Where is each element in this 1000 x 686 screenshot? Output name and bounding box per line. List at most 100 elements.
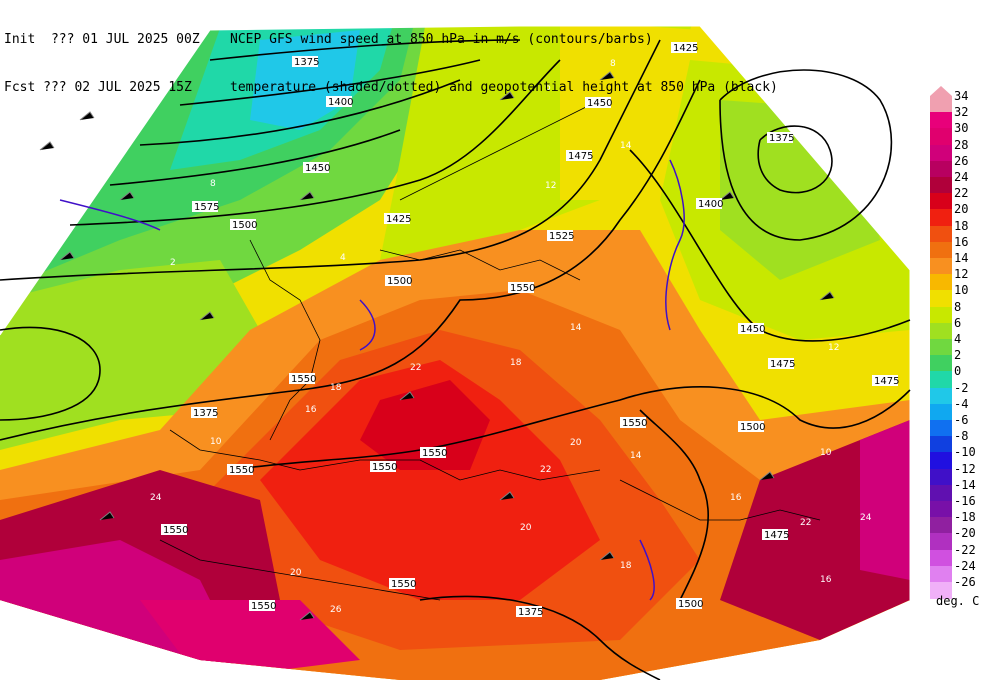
height-label: 1550 — [249, 600, 276, 612]
wind-barbs — [39, 71, 835, 621]
colorbar-swatch — [930, 339, 952, 356]
height-label: 1475 — [762, 529, 789, 541]
colorbar-label: 30 — [954, 121, 969, 136]
svg-text:1500: 1500 — [387, 276, 412, 287]
temp-label: 16 — [305, 405, 317, 415]
height-label: 1550 — [227, 464, 254, 476]
svg-text:1550: 1550 — [391, 579, 416, 590]
colorbar-swatch — [930, 306, 952, 324]
colorbar-label: -16 — [954, 494, 976, 508]
height-label: 1400 — [696, 198, 723, 210]
svg-text:1475: 1475 — [770, 359, 795, 370]
height-label: 1525 — [547, 230, 574, 242]
svg-text:1475: 1475 — [874, 376, 899, 387]
colorbar-swatch — [930, 436, 952, 453]
colorbar-arrow-top — [930, 86, 952, 96]
colorbar-label: 0 — [954, 364, 962, 379]
temp-label: 20 — [570, 438, 582, 448]
temp-label: 22 — [800, 518, 811, 528]
height-label: 1500 — [385, 275, 412, 287]
colorbar-swatch — [930, 468, 952, 486]
colorbar-swatch — [930, 403, 952, 421]
svg-text:1525: 1525 — [549, 231, 574, 242]
height-label: 1550 — [389, 578, 416, 590]
svg-text:1475: 1475 — [568, 151, 593, 162]
svg-text:1450: 1450 — [305, 163, 330, 174]
height-label: 1375 — [767, 132, 794, 144]
colorbar-label: 4 — [954, 332, 962, 346]
height-label: 1400 — [326, 96, 353, 108]
svg-text:1500: 1500 — [740, 422, 765, 433]
height-label: 1500 — [676, 598, 703, 610]
temp-label: 14 — [630, 451, 642, 461]
colorbar-label: 10 — [954, 283, 969, 298]
colorbar-swatch — [930, 387, 952, 405]
temp-label: 26 — [330, 605, 342, 615]
svg-text:1375: 1375 — [518, 607, 543, 618]
temp-label: 8 — [210, 179, 216, 189]
height-label: 1450 — [738, 323, 765, 335]
legend-units: deg. C — [936, 594, 980, 608]
colorbar-swatch — [930, 355, 952, 372]
colorbar-swatch — [930, 484, 952, 502]
colorbar-label: 8 — [954, 299, 962, 314]
colorbar-label: 2 — [954, 348, 962, 363]
svg-text:1400: 1400 — [698, 199, 723, 210]
temp-label: 14 — [620, 141, 632, 151]
colorbar-swatch — [930, 177, 952, 194]
colorbar-label: -26 — [954, 575, 976, 589]
svg-text:1475: 1475 — [764, 530, 789, 541]
height-label: 1450 — [303, 162, 330, 174]
colorbar-swatch — [930, 452, 952, 470]
svg-text:1550: 1550 — [229, 465, 254, 476]
svg-text:1500: 1500 — [232, 220, 257, 231]
temp-label: 16 — [820, 575, 832, 585]
svg-text:1550: 1550 — [622, 418, 647, 429]
temp-label: 12 — [545, 181, 556, 191]
colorbar-label: -8 — [954, 429, 969, 444]
height-label: 1425 — [384, 213, 411, 225]
svg-text:1550: 1550 — [372, 462, 397, 473]
temp-label: 2 — [170, 258, 176, 268]
colorbar-label: 34 — [954, 89, 969, 103]
svg-text:1425: 1425 — [673, 43, 698, 54]
colorbar-label: -12 — [954, 461, 976, 476]
colorbar-label: 12 — [954, 267, 969, 282]
svg-text:1450: 1450 — [587, 98, 612, 109]
colorbar-label: -18 — [954, 510, 976, 525]
colorbar-swatch — [930, 517, 952, 534]
coastlines — [159, 99, 821, 601]
colorbar-label: 22 — [954, 186, 969, 201]
colorbar-label: -14 — [954, 477, 976, 492]
temp-label: 10 — [210, 437, 222, 447]
svg-text:1375: 1375 — [294, 57, 319, 68]
height-labels: 1375 1400 1425 1450 1475 1500 1525 1550 … — [161, 42, 899, 618]
svg-text:1550: 1550 — [291, 374, 316, 385]
temp-label: 20 — [290, 568, 302, 578]
height-label: 1500 — [230, 219, 257, 231]
title-line-1: NCEP GFS wind speed at 850 hPa in m/s (c… — [230, 32, 653, 47]
colorbar-swatch — [930, 241, 952, 259]
height-label: 1550 — [620, 417, 647, 429]
temp-label: 16 — [730, 493, 742, 503]
height-label: 1550 — [420, 447, 447, 459]
svg-text:1575: 1575 — [194, 202, 219, 213]
colorbar-swatch — [930, 420, 952, 437]
wind-contours — [59, 159, 685, 601]
height-label: 1550 — [508, 282, 535, 294]
svg-text:1375: 1375 — [193, 408, 218, 419]
svg-text:1550: 1550 — [422, 448, 447, 459]
colorbar-label: 20 — [954, 202, 969, 217]
colorbar-label: -4 — [954, 396, 969, 411]
colorbar-label: -6 — [954, 413, 969, 427]
height-label: 1375 — [191, 407, 218, 419]
colorbar-swatch — [930, 128, 952, 146]
colorbar-swatch — [930, 274, 952, 291]
height-label: 1475 — [566, 150, 593, 162]
height-label: 1550 — [289, 373, 316, 385]
height-label: 1500 — [738, 421, 765, 433]
svg-text:1550: 1550 — [251, 601, 276, 612]
height-label: 1375 — [292, 56, 319, 68]
temp-label: 24 — [150, 493, 162, 503]
